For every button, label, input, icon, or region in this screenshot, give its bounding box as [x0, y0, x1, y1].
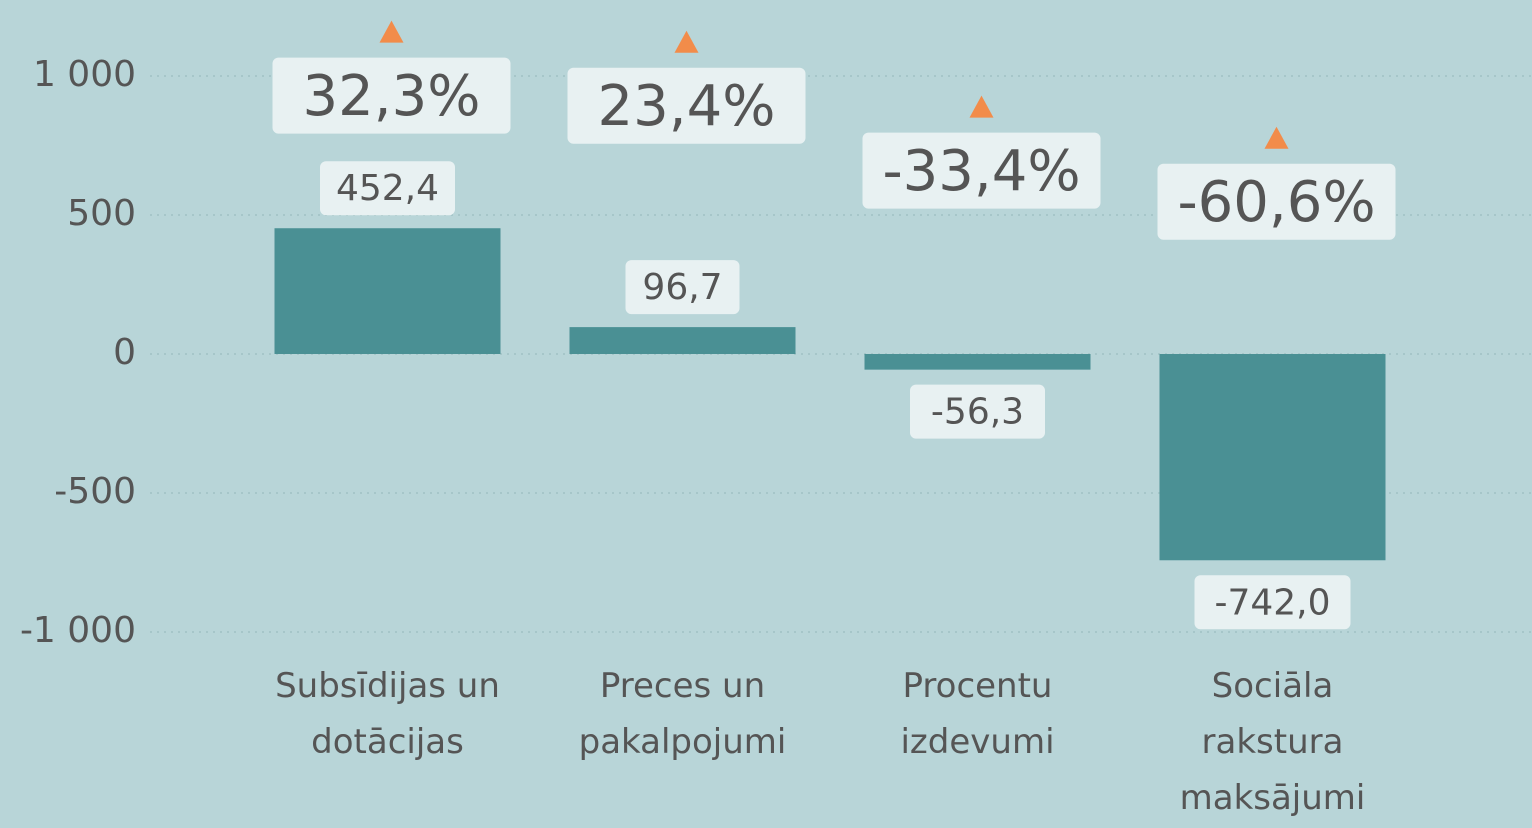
- value-label: -56,3: [931, 392, 1024, 433]
- change-label-box: [1157, 163, 1396, 240]
- value-label-box: [910, 384, 1045, 439]
- change-label: 32,3%: [303, 64, 481, 129]
- bar: [1159, 354, 1386, 561]
- value-label: 452,4: [336, 168, 439, 209]
- value-label-box: [1194, 575, 1351, 630]
- change-marker: [674, 30, 699, 53]
- y-tick-label: 1 000: [33, 54, 136, 95]
- y-tick-label: 500: [67, 193, 136, 234]
- change-label-box: [272, 57, 511, 134]
- change-label-box: [567, 67, 806, 144]
- change-marker: [379, 20, 404, 43]
- x-tick-label: Sociāla rakstura maksājumi: [1179, 666, 1366, 818]
- change-label: 23,4%: [598, 74, 776, 139]
- x-tick-label: Subsīdijas un dotācijas: [275, 666, 500, 762]
- change-marker: [1264, 126, 1289, 149]
- y-tick-label: -500: [54, 471, 136, 512]
- x-tick-label: Preces un pakalpojumi: [578, 666, 787, 762]
- change-marker: [969, 95, 994, 118]
- bar: [569, 327, 796, 354]
- change-label: -60,6%: [1177, 170, 1375, 235]
- value-label-box: [625, 260, 740, 315]
- bar: [274, 228, 501, 354]
- y-tick-label: 0: [113, 332, 136, 373]
- value-label-box: [320, 161, 455, 216]
- change-label-box: [862, 132, 1101, 209]
- change-label: -33,4%: [882, 139, 1080, 204]
- x-tick-label: Procentu izdevumi: [900, 666, 1055, 762]
- value-label: -742,0: [1214, 582, 1330, 623]
- value-label: 96,7: [642, 267, 722, 308]
- y-tick-label: -1 000: [20, 610, 136, 651]
- bar: [864, 354, 1091, 370]
